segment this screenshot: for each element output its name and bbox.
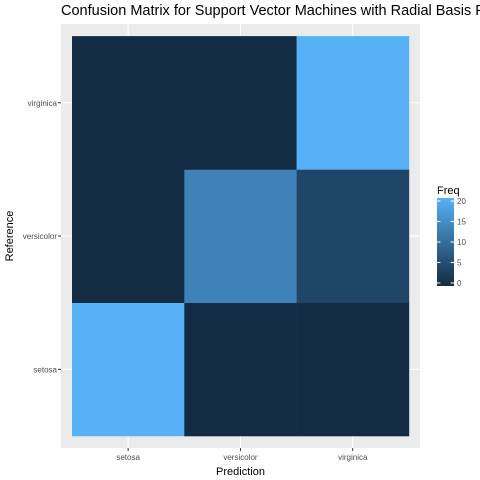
y-axis-ticks: setosa versicolor virginica bbox=[23, 99, 61, 374]
x-tick-label: versicolor bbox=[223, 453, 258, 462]
plot-panel bbox=[61, 24, 420, 448]
heatmap-cell bbox=[296, 36, 410, 170]
legend: Freq 0 5 10 15 20 bbox=[437, 185, 466, 288]
y-tick-label: versicolor bbox=[23, 232, 58, 241]
legend-tick-label: 0 bbox=[457, 279, 462, 288]
heatmap-cell bbox=[296, 302, 410, 437]
legend-title: Freq bbox=[437, 185, 460, 197]
heatmap-cell bbox=[184, 36, 297, 170]
heatmap-cell bbox=[296, 169, 410, 303]
x-axis-ticks: setosa versicolor virginica bbox=[116, 448, 368, 462]
legend-colorbar bbox=[437, 198, 454, 286]
legend-tick-label: 5 bbox=[457, 259, 462, 268]
x-tick-label: setosa bbox=[116, 453, 140, 462]
legend-tick-label: 10 bbox=[457, 238, 466, 247]
heatmap-cell bbox=[184, 302, 297, 437]
heatmap-cell bbox=[72, 169, 185, 303]
y-axis-title: Reference bbox=[4, 211, 16, 262]
heatmap-cell bbox=[72, 36, 185, 170]
y-tick-label: setosa bbox=[33, 365, 57, 374]
legend-tick-label: 15 bbox=[457, 218, 466, 227]
legend-tick-label: 20 bbox=[457, 197, 466, 206]
x-tick-label: virginica bbox=[338, 453, 368, 462]
y-tick-label: virginica bbox=[28, 99, 58, 108]
heatmap-cell bbox=[72, 302, 185, 437]
x-axis-title: Prediction bbox=[216, 466, 265, 478]
heatmap-cell bbox=[184, 169, 297, 303]
chart-title: Confusion Matrix for Support Vector Mach… bbox=[61, 3, 480, 19]
